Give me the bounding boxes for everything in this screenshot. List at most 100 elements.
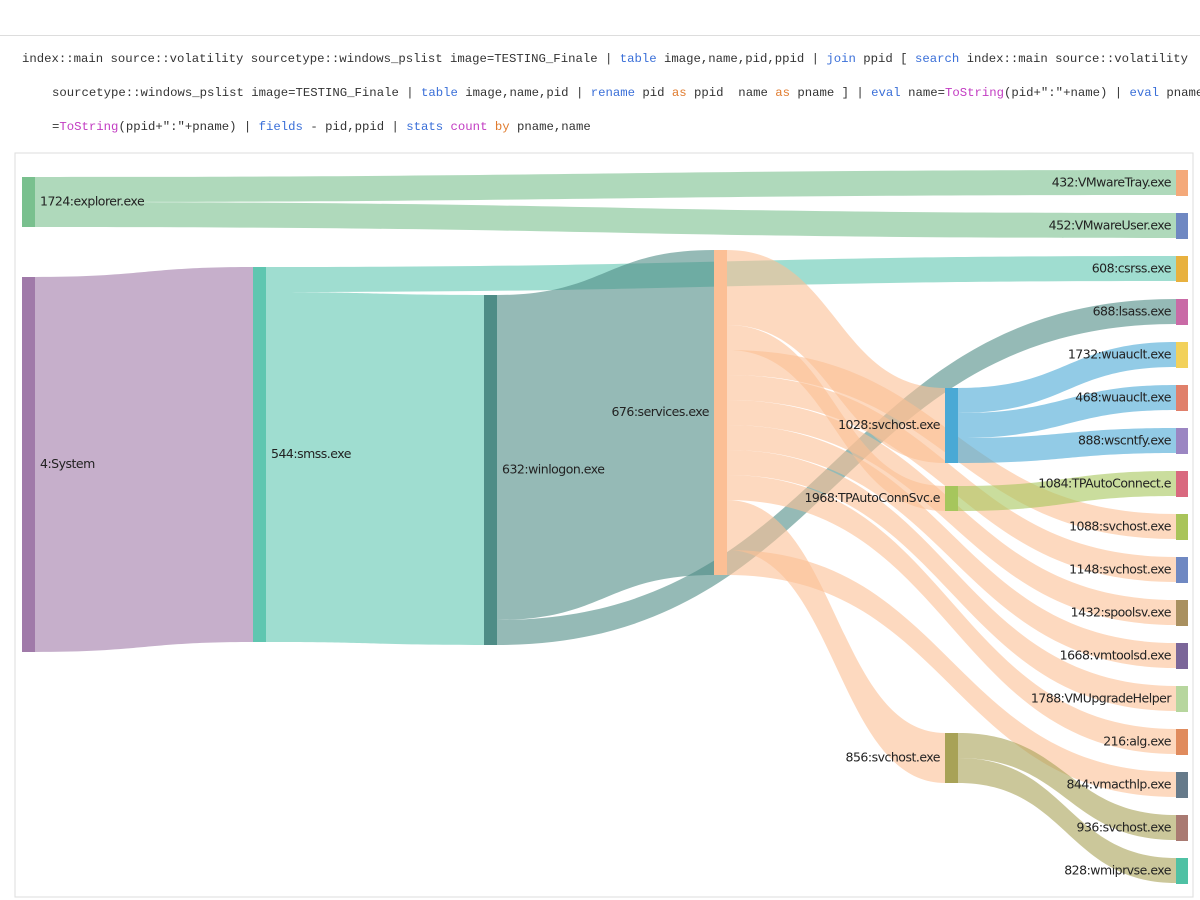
node-label: 1432:spoolsv.exe <box>1071 605 1172 620</box>
node <box>484 295 497 645</box>
link <box>958 471 1176 511</box>
node-label: 676:services.exe <box>611 404 709 419</box>
node-label: 544:smss.exe <box>271 446 352 461</box>
node-label: 888:wscntfy.exe <box>1078 433 1172 448</box>
node <box>1176 772 1188 798</box>
query-token: image,name,pid | <box>457 86 591 100</box>
query-token: ppid name <box>686 86 776 100</box>
node-label: 844:vmacthlp.exe <box>1066 777 1171 792</box>
query-token: sourcetype::windows_pslist image=TESTING… <box>52 86 421 100</box>
query-token: as <box>671 86 687 100</box>
node <box>1176 643 1188 669</box>
node-label: 432:VMwareTray.exe <box>1052 175 1172 190</box>
query-token: eval <box>871 86 901 100</box>
query-token: (ppid+":"+pname) | <box>118 120 259 134</box>
query-token: index::main source::volatility <box>959 52 1188 66</box>
node-label: 632:winlogon.exe <box>502 462 605 477</box>
link <box>727 475 1176 754</box>
node <box>1176 256 1188 282</box>
link <box>35 202 1176 238</box>
search-query[interactable]: index::main source::volatility sourcetyp… <box>0 35 1200 146</box>
link <box>958 733 1176 840</box>
node-label: 828:wmiprvse.exe <box>1064 863 1172 878</box>
query-token: - pid,ppid | <box>302 120 407 134</box>
link <box>727 450 1176 711</box>
node-label: 1088:svchost.exe <box>1069 519 1172 534</box>
node <box>253 267 266 642</box>
query-token: by <box>494 120 510 134</box>
node-label: 216:alg.exe <box>1103 734 1172 749</box>
query-token: ppid [ <box>855 52 915 66</box>
node-label: 856:svchost.exe <box>846 750 941 765</box>
query-token: search <box>914 52 960 66</box>
link <box>266 292 484 645</box>
link <box>958 428 1176 463</box>
query-token: ToString <box>944 86 1005 100</box>
query-token: pname,name <box>509 120 591 134</box>
query-token: pname <box>1159 86 1200 100</box>
query-token: table <box>420 86 458 100</box>
node-label: 4:System <box>40 456 95 471</box>
query-token: stats <box>406 120 444 134</box>
node <box>1176 600 1188 626</box>
node-label: 1028:svchost.exe <box>838 417 941 432</box>
node-label: 1968:TPAutoConnSvc.e <box>804 490 940 505</box>
query-token: as <box>775 86 790 100</box>
query-token: rename <box>590 86 635 100</box>
query-token: join <box>826 52 856 66</box>
link <box>727 425 1176 668</box>
query-line: sourcetype::windows_pslist image=TESTING… <box>0 78 1200 112</box>
link <box>727 400 1176 625</box>
node <box>1176 299 1188 325</box>
node <box>22 177 35 227</box>
query-token: fields <box>258 120 303 134</box>
panel-border <box>14 152 1194 898</box>
node <box>1176 342 1188 368</box>
link <box>727 550 1176 797</box>
query-line: =ToString(ppid+":"+pname) | fields - pid… <box>0 112 1200 146</box>
node <box>1176 557 1188 583</box>
query-token: ToString <box>59 120 119 134</box>
node <box>1176 514 1188 540</box>
node <box>1176 729 1188 755</box>
query-token: pid <box>634 86 672 100</box>
query-token: image,name,pid,ppid | <box>656 52 827 66</box>
node <box>1176 471 1188 497</box>
link <box>497 250 714 620</box>
link <box>35 170 1176 202</box>
node <box>1176 213 1188 239</box>
node <box>714 250 727 575</box>
query-token: count <box>450 120 488 134</box>
node <box>945 388 958 463</box>
node <box>945 486 958 511</box>
node-label: 452:VMwareUser.exe <box>1049 218 1172 233</box>
node-label: 1148:svchost.exe <box>1069 562 1172 577</box>
node-label: 1668:vmtoolsd.exe <box>1060 648 1172 663</box>
query-token: table <box>619 52 657 66</box>
query-line: index::main source::volatility sourcetyp… <box>0 44 1200 78</box>
query-token: name= <box>900 86 945 100</box>
node-label: 688:lsass.exe <box>1093 304 1172 319</box>
node <box>1176 815 1188 841</box>
link <box>727 375 1176 582</box>
node <box>1176 858 1188 884</box>
node-label: 468:wuauclt.exe <box>1075 390 1172 405</box>
query-token: = <box>52 120 60 134</box>
node-label: 608:csrss.exe <box>1092 261 1172 276</box>
node <box>945 733 958 783</box>
node-label: 1724:explorer.exe <box>40 194 145 209</box>
query-token: index::main source::volatility sourcetyp… <box>22 52 620 66</box>
node <box>22 277 35 652</box>
query-token: eval <box>1129 86 1160 100</box>
node <box>1176 686 1188 712</box>
link <box>35 267 253 652</box>
node <box>1176 428 1188 454</box>
query-token: (pid+":"+name) | <box>1004 86 1130 100</box>
link <box>958 342 1176 413</box>
node-label: 1732:wuauclt.exe <box>1068 347 1172 362</box>
node <box>1176 385 1188 411</box>
node-label: 1084:TPAutoConnect.e <box>1038 476 1172 491</box>
link <box>497 299 1176 645</box>
